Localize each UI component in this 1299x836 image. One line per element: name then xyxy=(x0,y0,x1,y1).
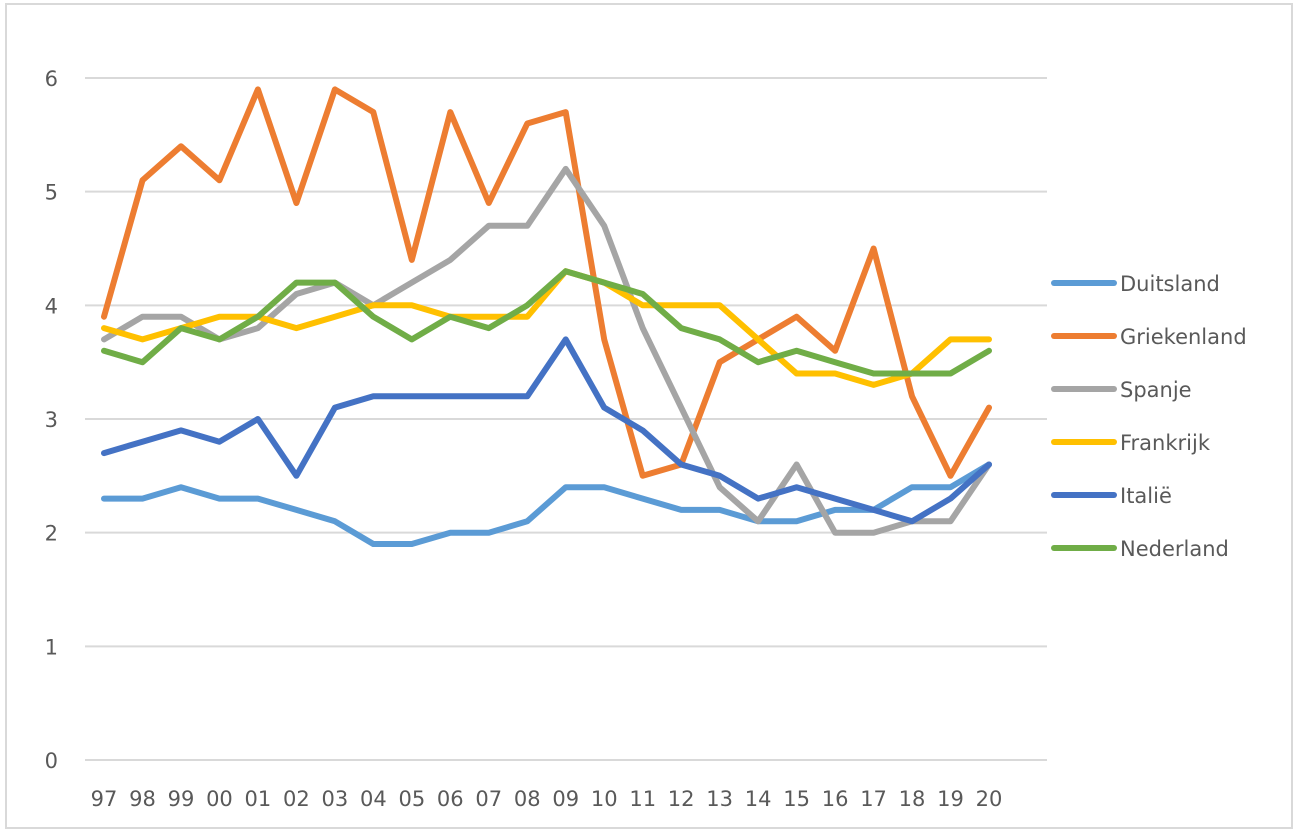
x-tick-label: 03 xyxy=(322,787,349,811)
y-tick-label: 1 xyxy=(45,635,58,659)
y-tick-label: 4 xyxy=(45,294,58,318)
x-tick-label: 10 xyxy=(591,787,618,811)
x-tick-label: 16 xyxy=(822,787,849,811)
x-tick-label: 18 xyxy=(899,787,926,811)
x-tick-label: 15 xyxy=(783,787,810,811)
x-tick-label: 01 xyxy=(245,787,272,811)
x-tick-label: 04 xyxy=(360,787,387,811)
legend-label: Griekenland xyxy=(1120,325,1247,349)
x-tick-label: 00 xyxy=(206,787,233,811)
series-line-frankrijk xyxy=(101,268,992,388)
legend: Duitsland Griekenland Spanje Frankrijk Itali… xyxy=(1051,272,1247,561)
y-tick-label: 3 xyxy=(45,408,58,432)
legend-label: Frankrijk xyxy=(1120,431,1211,455)
x-tick-label: 97 xyxy=(91,787,118,811)
x-tick-label: 12 xyxy=(668,787,695,811)
legend-label: Duitsland xyxy=(1120,272,1220,296)
legend-item: Frankrijk xyxy=(1051,431,1211,455)
series-line-spanje xyxy=(101,165,992,536)
y-tick-label: 0 xyxy=(45,749,58,773)
legend-label: Spanje xyxy=(1120,378,1192,402)
x-axis-labels: 97 98 99 00 01 02 03 04 05 06 07 08 09 10 11 12 13 14 15 16… xyxy=(91,787,1003,811)
x-tick-label: 99 xyxy=(168,787,195,811)
x-tick-label: 02 xyxy=(283,787,310,811)
x-tick-label: 14 xyxy=(745,787,772,811)
x-tick-label: 13 xyxy=(706,787,733,811)
x-tick-label: 07 xyxy=(475,787,502,811)
legend-label: Nederland xyxy=(1120,537,1229,561)
x-tick-label: 20 xyxy=(976,787,1003,811)
x-tick-label: 06 xyxy=(437,787,464,811)
y-tick-label: 2 xyxy=(45,522,58,546)
x-tick-label: 11 xyxy=(629,787,656,811)
y-tick-label: 6 xyxy=(45,67,58,91)
legend-item: Italië xyxy=(1051,484,1172,508)
chart-frame xyxy=(5,3,1293,829)
x-tick-label: 98 xyxy=(129,787,156,811)
x-tick-label: 19 xyxy=(937,787,964,811)
x-tick-label: 05 xyxy=(398,787,425,811)
y-tick-label: 5 xyxy=(45,181,58,205)
series-line-itali xyxy=(101,336,992,525)
legend-item: Duitsland xyxy=(1051,272,1220,296)
legend-item: Spanje xyxy=(1051,378,1192,402)
series-line-nederland xyxy=(101,268,992,377)
x-tick-label: 08 xyxy=(514,787,541,811)
legend-item: Griekenland xyxy=(1051,325,1247,349)
series-lines xyxy=(101,86,992,547)
legend-label: Italië xyxy=(1120,484,1172,508)
y-axis-labels: 0 1 2 3 4 5 6 xyxy=(45,67,58,773)
series-line-griekenland xyxy=(101,86,992,479)
series-line-duitsland xyxy=(101,461,992,547)
x-tick-label: 09 xyxy=(552,787,579,811)
gridlines xyxy=(85,77,1047,761)
legend-item: Nederland xyxy=(1051,537,1229,561)
x-tick-label: 17 xyxy=(860,787,887,811)
